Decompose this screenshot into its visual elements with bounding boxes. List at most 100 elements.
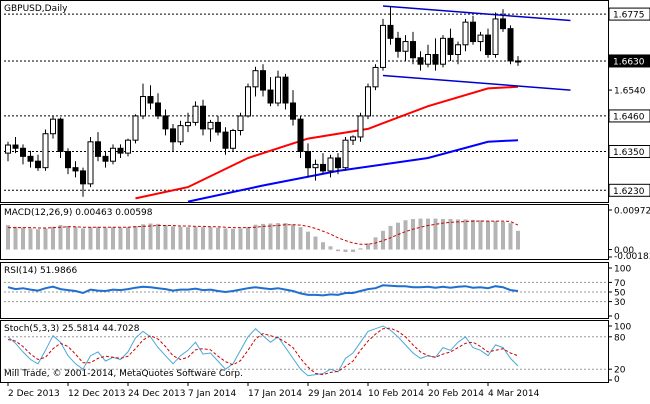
macd-bar bbox=[171, 226, 175, 249]
macd-bar bbox=[89, 227, 93, 249]
candle-body bbox=[381, 25, 386, 67]
current-price-text: 1.6630 bbox=[613, 57, 645, 67]
candle-body bbox=[448, 38, 453, 54]
macd-bar bbox=[269, 224, 273, 250]
candle-body bbox=[96, 142, 101, 157]
candle-body bbox=[373, 67, 378, 86]
candle-body bbox=[21, 148, 26, 156]
candle-body bbox=[186, 122, 191, 125]
candle-body bbox=[433, 55, 438, 65]
macd-bar bbox=[344, 250, 348, 252]
candle-body bbox=[216, 122, 221, 132]
macd-bar bbox=[254, 225, 258, 250]
macd-bar bbox=[329, 246, 333, 249]
macd-bar bbox=[486, 221, 490, 250]
macd-bar bbox=[134, 226, 138, 250]
macd-bar bbox=[291, 224, 295, 249]
macd-bar bbox=[246, 227, 250, 249]
rsi-tick-label: 70 bbox=[614, 279, 626, 289]
candle-body bbox=[201, 106, 206, 129]
macd-bar bbox=[284, 223, 288, 249]
macd-bar bbox=[36, 229, 40, 249]
rsi-tick-label: 50 bbox=[614, 289, 626, 299]
macd-bar bbox=[179, 227, 183, 250]
candle-body bbox=[418, 58, 423, 64]
candle-body bbox=[283, 77, 288, 103]
macd-bar bbox=[29, 228, 33, 249]
candle-body bbox=[441, 38, 446, 64]
candle-body bbox=[208, 122, 213, 128]
price-label: 1.6460 bbox=[613, 112, 645, 122]
macd-bar bbox=[104, 228, 108, 250]
macd-bar bbox=[6, 225, 10, 249]
candle-body bbox=[388, 25, 393, 38]
candle-body bbox=[58, 119, 63, 151]
macd-bar bbox=[126, 227, 130, 249]
price-panel-title: GBPUSD,Daily bbox=[4, 4, 68, 14]
candle bbox=[133, 114, 138, 143]
candle-body bbox=[516, 61, 521, 62]
candle-body bbox=[231, 130, 236, 148]
stochastic-tick-label: 0 bbox=[614, 375, 620, 385]
candle-body bbox=[126, 140, 131, 153]
candle-body bbox=[111, 148, 116, 161]
candle-body bbox=[306, 152, 311, 168]
macd-bar bbox=[201, 227, 205, 249]
macd-bar bbox=[396, 223, 400, 250]
candle-body bbox=[313, 164, 318, 167]
candle-body bbox=[88, 142, 93, 184]
price-axis: 1.67751.66301.65401.64601.63501.62301.66… bbox=[608, 8, 650, 197]
macd-bar bbox=[494, 221, 498, 249]
candle-body bbox=[193, 106, 198, 122]
rsi-tick-label: 0 bbox=[614, 313, 620, 323]
macd-bar bbox=[509, 223, 513, 249]
candle-body bbox=[246, 87, 251, 116]
candle bbox=[381, 19, 386, 71]
macd-bar bbox=[96, 227, 100, 250]
current-price-label: 1.6630 bbox=[609, 55, 650, 68]
price-label-box: 1.6230 bbox=[609, 184, 650, 197]
candle-body bbox=[66, 152, 71, 168]
candle-body bbox=[81, 171, 86, 184]
candle-body bbox=[268, 90, 273, 103]
date-label: 29 Jan 2014 bbox=[308, 389, 362, 399]
candle-body bbox=[471, 22, 476, 41]
macd-panel-title: MACD(12,26,9) 0.00463 0.00598 bbox=[4, 208, 153, 218]
candle-body bbox=[156, 103, 161, 116]
macd-bar bbox=[404, 220, 408, 249]
macd-bar bbox=[44, 228, 48, 249]
macd-bar bbox=[306, 232, 310, 250]
candle bbox=[441, 35, 446, 67]
candle bbox=[298, 116, 303, 158]
macd-bar bbox=[321, 242, 325, 249]
macd-bar bbox=[51, 227, 55, 250]
candle bbox=[493, 12, 498, 57]
stochastic-panel-title: Stoch(5,3,3) 25.5814 44.7028 bbox=[4, 324, 140, 334]
candle-body bbox=[13, 145, 18, 148]
macd-bar bbox=[239, 228, 243, 249]
macd-bar bbox=[426, 219, 430, 250]
macd-bar bbox=[119, 228, 123, 250]
candle-body bbox=[133, 116, 138, 140]
candle-body bbox=[253, 71, 258, 87]
price-label: 1.6775 bbox=[613, 11, 645, 21]
candle-body bbox=[396, 38, 401, 51]
macd-bar bbox=[336, 250, 340, 252]
candle-body bbox=[411, 42, 416, 58]
macd-bar bbox=[149, 224, 153, 250]
candle-body bbox=[43, 134, 48, 168]
rsi-tick-label: 100 bbox=[614, 265, 631, 275]
candle-body bbox=[501, 19, 506, 29]
date-label: 12 Dec 2013 bbox=[68, 389, 126, 399]
macd-bar bbox=[186, 227, 190, 249]
candle-body bbox=[328, 158, 333, 171]
macd-bar bbox=[276, 223, 280, 249]
candle bbox=[358, 113, 363, 142]
candle-body bbox=[493, 19, 498, 55]
price-label: 1.6540 bbox=[614, 87, 646, 97]
macd-bar bbox=[449, 219, 453, 250]
candle-body bbox=[276, 77, 281, 103]
